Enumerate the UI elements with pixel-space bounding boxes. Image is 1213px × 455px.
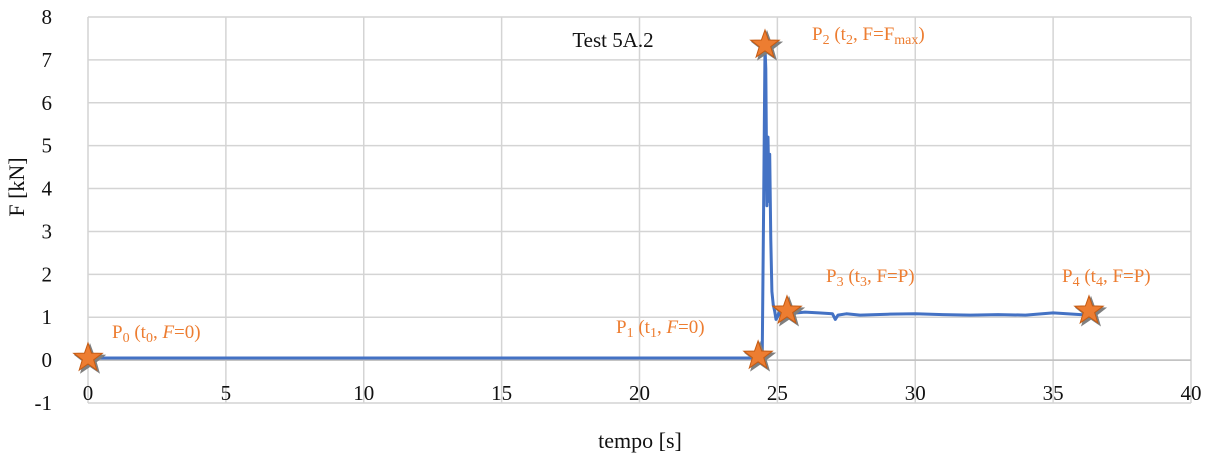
x-axis-title: tempo [s] xyxy=(598,428,682,453)
point-annotations: P0 (t0, F=0) P1 (t1, F=0) P2 (t2, F=Fmax) P… xyxy=(112,24,1151,346)
y-tick-label: 2 xyxy=(42,262,53,286)
y-tick-label: 7 xyxy=(42,48,53,72)
x-tick-label: 0 xyxy=(83,381,94,405)
y-axis-title: F [kN] xyxy=(4,157,29,216)
series-line xyxy=(88,45,1090,360)
y-tick-label: 3 xyxy=(42,219,53,243)
y-tick-label: 6 xyxy=(42,91,53,115)
star-marker-p1 xyxy=(742,339,777,372)
y-tick-label: -1 xyxy=(35,391,53,415)
star-marker-p0 xyxy=(72,341,107,374)
annotation-p1: P1 (t1, F=0) xyxy=(616,317,705,341)
x-tick-label: 30 xyxy=(905,381,926,405)
x-tick-label: 25 xyxy=(767,381,788,405)
y-tick-label: 1 xyxy=(42,305,53,329)
chart-title: Test 5A.2 xyxy=(572,28,653,52)
star-icon xyxy=(72,341,104,372)
y-tick-label: 4 xyxy=(42,177,53,201)
star-icon xyxy=(1073,294,1105,325)
x-tick-label: 40 xyxy=(1181,381,1202,405)
star-icon xyxy=(749,28,781,59)
x-tick-label: 15 xyxy=(491,381,512,405)
y-tick-label: 5 xyxy=(42,134,53,158)
star-marker-p3 xyxy=(771,294,806,327)
x-tick-label: 35 xyxy=(1043,381,1064,405)
x-tick-label: 20 xyxy=(629,381,650,405)
star-marker-p4 xyxy=(1073,294,1108,327)
annotation-p3: P3 (t3, F=P) xyxy=(826,266,915,290)
grid-lines xyxy=(87,16,1192,404)
annotation-p4: P4 (t4, F=P) xyxy=(1062,266,1151,290)
y-tick-labels: -1 0 1 2 3 4 5 6 7 8 xyxy=(35,5,53,415)
x-tick-label: 5 xyxy=(221,381,232,405)
x-tick-label: 10 xyxy=(353,381,374,405)
star-icon xyxy=(742,339,774,370)
y-tick-label: 8 xyxy=(42,5,53,29)
star-icon xyxy=(771,294,803,325)
point-markers xyxy=(72,28,1108,374)
annotation-p2: P2 (t2, F=Fmax) xyxy=(812,24,925,48)
star-marker-p2 xyxy=(749,28,784,61)
y-tick-label: 0 xyxy=(42,348,53,372)
x-tick-labels: 0 5 10 15 20 25 30 35 40 xyxy=(83,381,1202,405)
annotation-p0: P0 (t0, F=0) xyxy=(112,322,201,346)
series-lines xyxy=(88,45,1090,360)
